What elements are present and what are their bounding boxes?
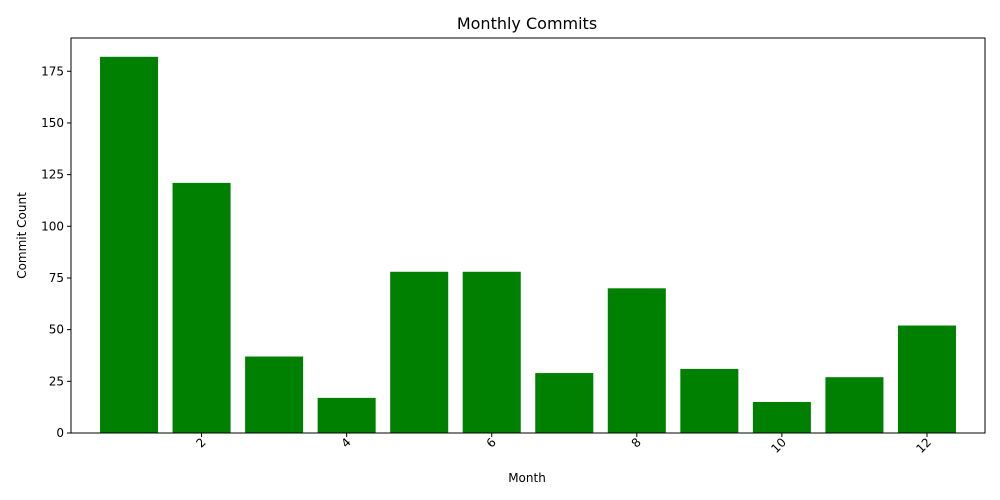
y-tick-label: 100 [41,219,64,233]
x-tick-label: 2 [193,435,208,450]
x-axis-label: Month [508,471,546,485]
bar-month-10 [752,401,811,433]
y-tick-label: 150 [41,116,64,130]
bars-group [100,56,956,434]
y-tick-label: 25 [49,374,64,388]
plot-frame [70,37,986,434]
x-tick-label: 8 [629,435,644,450]
chart-title: Monthly Commits [457,14,597,33]
x-tick-label: 10 [768,435,789,456]
bar-month-4 [317,397,376,433]
y-axis-ticks: 0 25 50 75 100 125 150 175 [41,64,71,440]
x-tick-label: 4 [338,435,353,450]
y-tick-label: 75 [49,271,64,285]
bar-month-1 [100,56,159,434]
y-axis-label: Commit Count [15,192,29,279]
bar-month-8 [607,288,666,433]
bar-month-12 [897,325,956,433]
bar-month-7 [535,373,594,433]
bar-month-3 [245,356,304,433]
x-tick-label: 12 [913,435,934,456]
bar-month-9 [680,368,739,433]
y-tick-label: 125 [41,168,64,182]
bar-month-11 [825,377,884,433]
x-tick-label: 6 [484,435,499,450]
x-axis-ticks: 2 4 6 8 10 12 [193,433,934,456]
y-tick-label: 175 [41,64,64,78]
bar-month-6 [462,271,521,433]
bar-month-5 [390,271,449,433]
y-tick-label: 50 [49,323,64,337]
y-tick-label: 0 [56,426,64,440]
bar-month-2 [172,182,231,433]
